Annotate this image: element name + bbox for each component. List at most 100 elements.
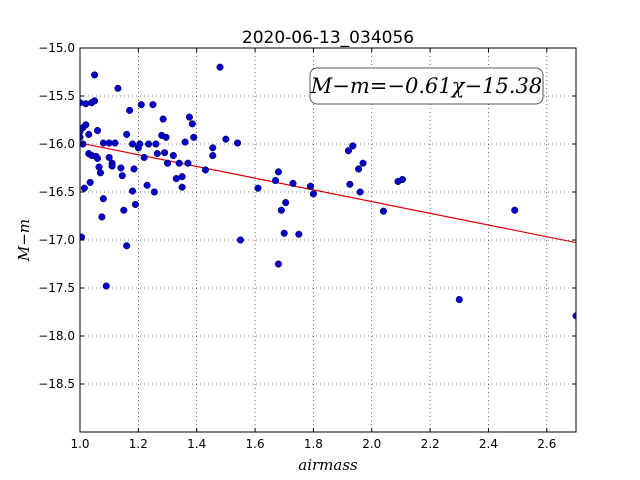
data-point bbox=[216, 63, 224, 71]
data-point bbox=[295, 230, 303, 238]
y-tick-labels: −15.0 −15.5 −16.0 −16.5 −17.0 −17.5 −18.0 −18.5 bbox=[38, 41, 75, 391]
data-point bbox=[379, 207, 387, 215]
data-point bbox=[181, 138, 189, 146]
data-point bbox=[120, 206, 128, 214]
data-point bbox=[80, 184, 88, 192]
data-point bbox=[234, 139, 242, 147]
data-point bbox=[349, 142, 357, 150]
data-point bbox=[111, 139, 119, 147]
data-point bbox=[188, 120, 196, 128]
y-tick-label: −16.0 bbox=[38, 137, 75, 151]
data-point bbox=[96, 169, 104, 177]
data-point bbox=[82, 121, 90, 129]
data-point bbox=[175, 159, 183, 167]
data-point bbox=[271, 176, 280, 185]
data-point bbox=[185, 113, 193, 121]
data-point bbox=[178, 173, 186, 181]
data-point bbox=[355, 165, 363, 173]
data-point bbox=[236, 236, 245, 244]
data-point bbox=[274, 260, 282, 268]
data-point bbox=[159, 115, 167, 123]
data-point bbox=[82, 100, 90, 108]
y-tick-label: −17.0 bbox=[38, 233, 75, 247]
data-point bbox=[169, 151, 177, 160]
x-tick-label: 1.8 bbox=[304, 437, 323, 451]
data-point bbox=[280, 229, 288, 237]
data-point bbox=[80, 133, 84, 141]
data-point bbox=[289, 179, 297, 187]
data-point bbox=[145, 140, 153, 148]
data-point bbox=[209, 144, 217, 152]
data-point bbox=[93, 154, 102, 162]
y-tick-label: −18.5 bbox=[38, 377, 75, 391]
data-point bbox=[161, 149, 169, 157]
data-point bbox=[178, 183, 186, 191]
data-point bbox=[93, 127, 102, 135]
data-point bbox=[128, 187, 137, 195]
data-point bbox=[356, 188, 364, 196]
data-point bbox=[91, 71, 99, 79]
data-point bbox=[114, 84, 122, 92]
x-tick-label: 1.2 bbox=[129, 437, 148, 451]
data-point bbox=[306, 182, 315, 190]
fit-line bbox=[80, 142, 576, 244]
data-point bbox=[108, 162, 116, 170]
axis-ticks bbox=[79, 47, 576, 432]
data-point bbox=[149, 101, 157, 109]
data-point bbox=[85, 130, 93, 138]
data-point bbox=[222, 135, 230, 143]
data-point bbox=[150, 188, 158, 196]
data-point bbox=[130, 165, 138, 173]
x-tick-label: 1.6 bbox=[246, 437, 265, 451]
data-point bbox=[511, 206, 519, 214]
x-tick-label: 1.4 bbox=[187, 437, 206, 451]
data-point bbox=[184, 159, 192, 167]
data-point bbox=[95, 163, 103, 171]
data-point bbox=[91, 97, 99, 105]
data-point bbox=[98, 213, 106, 221]
data-point bbox=[123, 130, 131, 138]
y-tick-label: −17.5 bbox=[38, 281, 75, 295]
data-point bbox=[105, 153, 113, 161]
data-point bbox=[190, 133, 198, 141]
data-point bbox=[143, 181, 151, 189]
x-tick-labels: 1.0 1.2 1.4 1.6 1.8 2.0 2.2 2.4 2.6 bbox=[70, 437, 556, 451]
data-point bbox=[346, 180, 354, 188]
x-tick-label: 2.6 bbox=[537, 437, 556, 451]
fit-line-group bbox=[80, 142, 576, 244]
y-axis-label: M−m bbox=[15, 219, 33, 262]
data-point bbox=[201, 166, 210, 174]
annotation-box bbox=[309, 67, 544, 105]
data-point bbox=[309, 190, 317, 198]
data-point bbox=[137, 101, 145, 109]
data-point bbox=[123, 242, 131, 250]
data-point bbox=[80, 233, 86, 241]
y-tick-label: −18.0 bbox=[38, 329, 75, 343]
x-tick-label: 2.4 bbox=[479, 437, 498, 451]
x-tick-label: 2.0 bbox=[362, 437, 381, 451]
data-point bbox=[131, 200, 139, 209]
annotation-text: M−m=−0.61χ−15.38 bbox=[310, 74, 542, 98]
data-point bbox=[572, 312, 576, 320]
x-tick-label: 2.2 bbox=[421, 437, 440, 451]
data-point bbox=[163, 159, 172, 167]
data-point bbox=[118, 172, 126, 180]
data-point bbox=[102, 282, 110, 290]
data-point bbox=[274, 168, 282, 176]
data-point bbox=[162, 133, 170, 141]
y-tick-label: −15.0 bbox=[38, 41, 75, 55]
data-point bbox=[153, 150, 161, 158]
data-point bbox=[86, 178, 94, 186]
data-point bbox=[282, 199, 290, 207]
y-tick-label: −15.5 bbox=[38, 89, 75, 103]
data-points bbox=[80, 63, 576, 320]
data-point bbox=[455, 295, 463, 304]
data-point bbox=[152, 140, 160, 148]
data-point bbox=[136, 140, 144, 148]
data-point bbox=[126, 106, 134, 114]
y-tick-label: −16.5 bbox=[38, 185, 75, 199]
x-axis-label: airmass bbox=[298, 456, 358, 474]
data-point bbox=[344, 147, 352, 155]
fit-annotation: M−m=−0.61χ−15.38 bbox=[309, 67, 544, 105]
